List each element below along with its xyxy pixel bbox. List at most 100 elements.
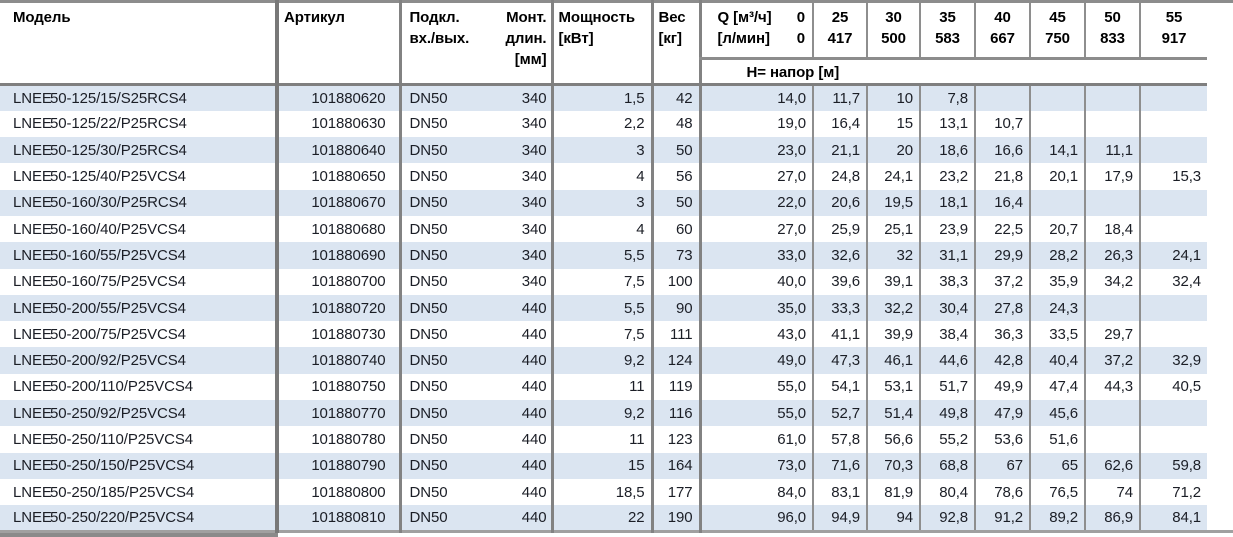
head-value-cell: 49,8 [919,400,975,427]
connection-length-cell: DN50 340 [398,268,552,295]
article-cell: 101880700 [275,268,400,295]
table-row: LNEE50-250/92/P25VCS4 101880770 DN50 440 9,2… [0,400,1233,427]
model-cell: LNEE50-125/40/P25VCS4 [13,168,186,186]
power-cell: 11 [550,426,652,453]
connection-length-cell: DN50 340 [398,189,552,216]
weight-cell: 116 [650,400,700,427]
head-value-cell: 67 [974,452,1030,479]
article-cell: 101880630 [275,110,400,138]
head-value-cell: 36,3 [974,321,1030,348]
power-cell: 3 [550,137,652,164]
head-value-cell [1029,110,1085,138]
table-row: LNEE50-125/40/P25VCS4 101880650 DN50 340 4 56… [0,163,1233,190]
head-value-cell: 18,4 [1084,215,1140,243]
col-header-q35: 35 583 [919,1,975,60]
head-value-cell: 27,8 [974,294,1030,322]
head-value-cell: 34,2 [1084,268,1140,295]
head-value-cell: 20 [866,137,920,164]
head-value-cell: 41,1 [812,321,867,348]
connection-length-cell: DN50 440 [398,452,552,479]
head-value-cell: 27,0 [698,163,813,190]
head-value-cell: 38,3 [919,268,975,295]
article-cell: 101880740 [275,347,400,374]
head-value-cell: 22,0 [698,189,813,216]
head-value-cell: 46,1 [866,347,920,374]
head-value-cell: 27,0 [698,215,813,243]
head-value-cell: 51,4 [866,400,920,427]
head-value-cell [1139,215,1207,243]
head-value-cell: 10,7 [974,110,1030,138]
model-cell: LNEE50-160/55/P25VCS4 [13,246,186,264]
article-cell: 101880800 [275,478,400,506]
power-cell: 4 [550,163,652,190]
head-value-cell [1139,400,1207,427]
weight-cell: 124 [650,347,700,374]
head-value-cell: 24,1 [866,163,920,190]
model-cell: LNEE50-125/30/P25RCS4 [13,141,187,159]
head-value-cell: 35,0 [698,294,813,322]
model-cell: LNEE50-250/150/P25VCS4 [13,457,195,475]
header-row-top: Модель Артикул Подкл. вх./вых. Монт. дли… [0,1,1233,86]
head-value-cell: 74 [1084,478,1140,506]
weight-cell: 119 [650,373,700,401]
table-row: LNEE50-160/75/P25VCS4 101880700 DN50 340 7,5… [0,268,1233,295]
head-value-cell: 20,7 [1029,215,1085,243]
table-row: LNEE50-200/110/P25VCS4 101880750 DN50 440 11… [0,373,1233,401]
article-cell: 101880750 [275,373,400,401]
col-header-q40: 40 667 [974,1,1030,60]
head-value-cell: 15,3 [1139,163,1207,190]
head-value-cell: 92,8 [919,505,975,532]
head-value-cell: 56,6 [866,426,920,453]
col-header-q25: 25 417 [812,1,867,60]
table-row: LNEE50-250/185/P25VCS4 101880800 DN50 440 18… [0,478,1233,506]
head-value-cell: 89,2 [1029,505,1085,532]
head-value-cell [1084,426,1140,453]
head-value-cell: 53,6 [974,426,1030,453]
head-value-cell: 83,1 [812,478,867,506]
head-value-cell [1084,110,1140,138]
table-row: LNEE50-160/55/P25VCS4 101880690 DN50 340 5,5… [0,242,1233,269]
head-value-cell [1084,294,1140,322]
power-cell: 7,5 [550,321,652,348]
col-header-model-label: Модель [13,9,71,26]
head-value-cell: 23,2 [919,163,975,190]
head-value-cell: 16,4 [812,110,867,138]
weight-cell: 50 [650,137,700,164]
article-cell: 101880670 [275,189,400,216]
head-value-cell: 53,1 [866,373,920,401]
article-cell: 101880680 [275,215,400,243]
article-cell: 101880640 [275,137,400,164]
col-header-article-label: Артикул [284,9,345,26]
head-value-cell [974,84,1030,111]
head-value-cell: 68,8 [919,452,975,479]
head-value-cell: 96,0 [698,505,813,532]
head-value-cell: 33,0 [698,242,813,269]
table-row: LNEE50-125/15/S25RCS4 101880620 DN50 340 1,5… [0,84,1233,111]
connection-length-cell: DN50 440 [398,294,552,322]
head-value-cell: 24,8 [812,163,867,190]
head-value-cell: 21,1 [812,137,867,164]
head-value-cell: 32,2 [866,294,920,322]
article-cell: 101880720 [275,294,400,322]
lmin-label: [л/мин] [717,30,770,47]
table-row: LNEE50-160/30/P25RCS4 101880670 DN50 340 3 50… [0,189,1233,216]
head-value-cell: 29,7 [1084,321,1140,348]
power-cell: 7,5 [550,268,652,295]
head-value-cell: 61,0 [698,426,813,453]
head-value-cell: 73,0 [698,452,813,479]
head-value-cell: 20,1 [1029,163,1085,190]
head-value-cell [1139,137,1207,164]
head-value-cell: 91,2 [974,505,1030,532]
power-cell: 5,5 [550,294,652,322]
head-value-cell: 37,2 [974,268,1030,295]
col-header-model: Модель [0,1,277,86]
article-cell: 101880690 [275,242,400,269]
connection-length-cell: DN50 340 [398,242,552,269]
weight-cell: 164 [650,452,700,479]
col-header-power: Мощность [кВт] [550,1,652,86]
connection-length-cell: DN50 440 [398,373,552,401]
head-value-cell: 13,1 [919,110,975,138]
head-value-cell: 20,6 [812,189,867,216]
head-value-cell [1084,400,1140,427]
